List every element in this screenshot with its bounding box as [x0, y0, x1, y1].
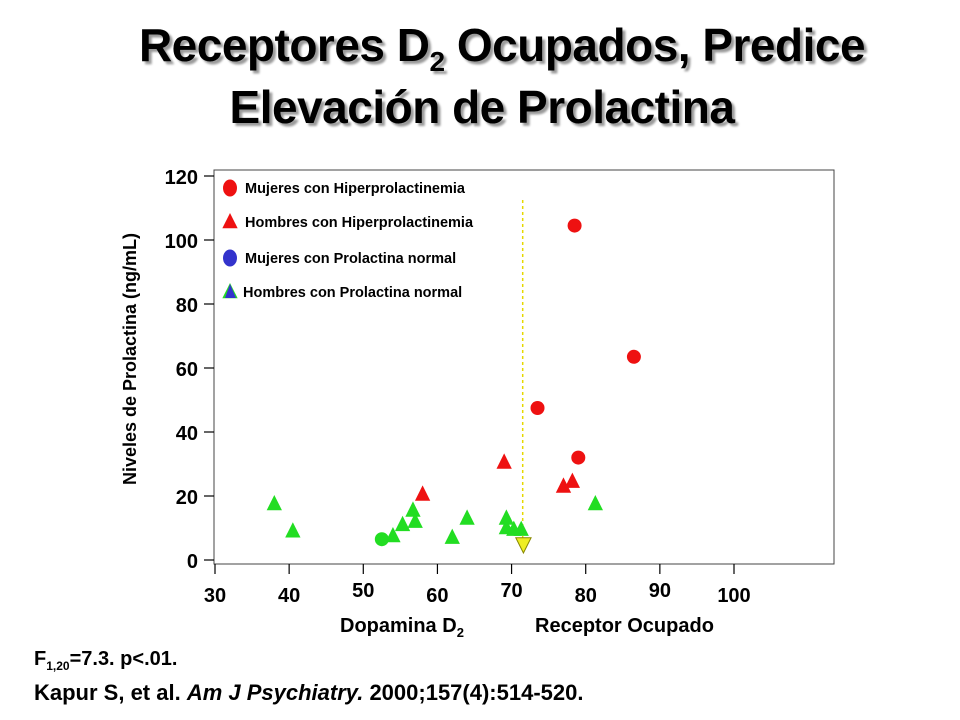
- data-point-circle: [374, 532, 389, 547]
- legend-marker-circle: [223, 179, 237, 197]
- page-title-line-2: Elevación de Prolactina: [229, 81, 735, 133]
- x-tick-label: 80: [575, 585, 597, 607]
- data-point-triangle-down: [514, 537, 532, 555]
- data-point-circle: [567, 218, 582, 233]
- x-tick-label: 70: [500, 580, 522, 602]
- y-tick-label: 100: [165, 231, 198, 253]
- citation: Kapur S, et al. Am J Psychiatry. 2000;15…: [34, 680, 584, 705]
- data-point-triangle: [555, 477, 572, 493]
- y-tick-label: 80: [176, 295, 198, 317]
- x-axis-label-part2: Receptor Ocupado: [535, 615, 714, 637]
- x-tick-label: 60: [426, 585, 448, 607]
- x-tick-label: 90: [649, 580, 671, 602]
- y-axis-label: Niveles de Prolactina (ng/mL): [120, 233, 140, 485]
- data-point-triangle: [394, 515, 411, 532]
- data-point-triangle: [587, 495, 604, 511]
- y-tick-label: 60: [176, 359, 198, 381]
- data-point-circle: [571, 450, 586, 465]
- x-tick-label: 40: [278, 585, 300, 607]
- x-axis-label-part1: Dopamina D2: [340, 615, 464, 640]
- plot-area: [213, 169, 835, 565]
- y-tick-label: 40: [176, 423, 198, 445]
- x-tick-label: 30: [204, 585, 226, 607]
- y-tick-label: 20: [176, 487, 198, 509]
- data-point-triangle: [498, 509, 515, 525]
- data-point-circle: [530, 401, 545, 415]
- data-point-triangle: [444, 528, 460, 544]
- data-point-triangle: [385, 527, 401, 543]
- data-point-triangle: [285, 522, 301, 538]
- x-tick-label: 50: [352, 580, 374, 602]
- data-point-triangle: [459, 509, 475, 525]
- data-point-triangle: [407, 512, 423, 528]
- data-point-circle: [626, 349, 641, 364]
- legend-marker-triangle-inner: [225, 284, 236, 298]
- data-point-triangle: [405, 501, 421, 517]
- y-tick-label: 120: [165, 167, 198, 189]
- data-point-triangle: [513, 520, 529, 536]
- legend-marker-circle: [223, 249, 237, 267]
- legend-label: Hombres con Hiperprolactinemia: [245, 215, 474, 231]
- data-point-triangle: [564, 472, 581, 488]
- data-point-triangle: [266, 495, 282, 511]
- legend-marker-triangle: [222, 213, 238, 229]
- legend-label: Mujeres con Prolactina normal: [245, 251, 456, 267]
- y-tick-label: 0: [187, 551, 198, 573]
- legend-label: Hombres con Prolactina normal: [243, 285, 462, 301]
- data-point-triangle: [496, 453, 512, 469]
- x-tick-label: 100: [717, 585, 750, 607]
- data-point-triangle: [414, 485, 431, 501]
- f-statistic: F1,20=7.3. p<.01.: [34, 648, 178, 673]
- page-title-line-1: Receptores D2 Ocupados, Predice: [138, 19, 866, 77]
- legend-label: Mujeres con Hiperprolactinemia: [245, 181, 466, 197]
